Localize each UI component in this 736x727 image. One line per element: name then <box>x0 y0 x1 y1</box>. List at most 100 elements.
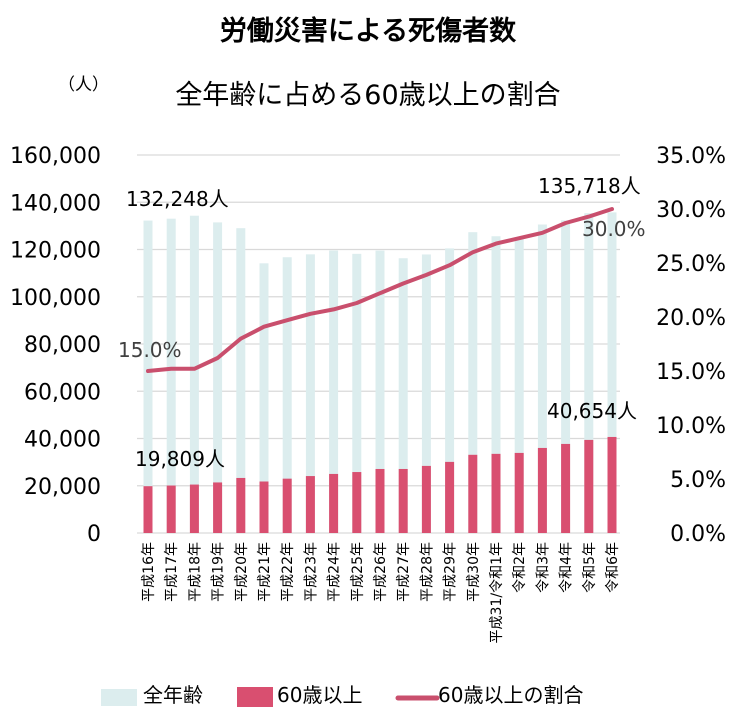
x-tick-label: 平成27年 <box>396 542 412 602</box>
x-tick-label: 平成31/令和1年 <box>489 542 505 643</box>
x-tick-label: 平成25年 <box>350 542 366 602</box>
legend: 全年齢 60歳以上 60歳以上の割合 <box>101 683 583 707</box>
left-tick-label: 160,000 <box>10 144 101 169</box>
bar-60-plus <box>189 484 199 533</box>
left-tick-label: 140,000 <box>10 191 101 216</box>
bar-all-ages <box>213 222 223 533</box>
bar-60-plus <box>352 472 362 533</box>
bar-60-plus <box>375 468 385 533</box>
x-tick-label: 平成18年 <box>187 542 203 602</box>
legend-label-60-plus: 60歳以上 <box>277 683 362 707</box>
right-tick-label: 20.0% <box>656 306 726 331</box>
bar-60-plus <box>329 473 339 533</box>
x-tick-label: 令和3年 <box>535 542 551 593</box>
bar-60-plus <box>282 478 292 533</box>
bar-60-plus <box>561 443 571 533</box>
series-60-plus-ratio <box>146 207 614 373</box>
bar-all-ages <box>491 236 501 533</box>
bar-all-ages <box>375 250 385 533</box>
left-axis-unit: （人） <box>58 75 109 95</box>
bar-all-ages <box>189 215 199 533</box>
x-tick-label: 平成20年 <box>234 542 250 602</box>
right-tick-label: 0.0% <box>670 522 726 547</box>
bar-60-plus <box>398 468 408 533</box>
right-tick-label: 30.0% <box>656 198 726 223</box>
bar-all-ages <box>398 258 408 533</box>
bar-60-plus <box>537 447 547 533</box>
bar-all-ages <box>421 254 431 533</box>
right-axis: 0.0% 5.0% 10.0% 15.0% 20.0% 25.0% 30.0% 35.0% <box>656 144 726 547</box>
right-tick-label: 5.0% <box>670 468 726 493</box>
annotation-last-ratio: 30.0% <box>582 217 646 241</box>
annotation-last-60: 40,654人 <box>547 399 637 423</box>
legend-swatch-all-ages <box>101 689 137 706</box>
legend-swatch-60-plus <box>237 687 273 707</box>
x-tick-label: 平成21年 <box>257 542 273 602</box>
bar-all-ages <box>143 220 153 534</box>
x-tick-label: 平成28年 <box>419 542 435 602</box>
bar-60-plus <box>607 436 617 533</box>
left-tick-label: 100,000 <box>10 286 101 311</box>
left-tick-label: 60,000 <box>24 380 101 405</box>
right-tick-label: 35.0% <box>656 144 726 169</box>
bar-60-plus <box>491 453 501 533</box>
bar-60-plus <box>236 477 246 533</box>
bar-all-ages <box>607 212 617 534</box>
bar-all-ages <box>259 263 269 533</box>
bar-all-ages <box>445 248 455 533</box>
left-tick-label: 40,000 <box>24 428 101 453</box>
annotation-first-60: 19,809人 <box>135 447 225 471</box>
x-tick-label: 平成22年 <box>280 542 296 602</box>
bar-all-ages <box>329 250 339 533</box>
right-tick-label: 15.0% <box>656 360 726 385</box>
bar-60-plus <box>143 486 153 533</box>
left-axis: 0 20,000 40,000 60,000 80,000 100,000 120,000 1… <box>10 144 101 547</box>
x-tick-label: 平成23年 <box>303 542 319 602</box>
bar-60-plus <box>166 485 176 533</box>
annotation-last-total: 135,718人 <box>538 174 641 198</box>
bar-60-plus <box>259 481 269 533</box>
bar-all-ages <box>514 237 524 533</box>
right-tick-label: 10.0% <box>656 414 726 439</box>
bar-all-ages <box>352 253 362 534</box>
annotation-first-ratio: 15.0% <box>118 338 182 362</box>
bar-all-ages <box>537 224 547 533</box>
chart-subtitle: 全年齢に占める60歳以上の割合 <box>175 80 560 111</box>
x-tick-label: 平成19年 <box>211 542 227 602</box>
bar-all-ages <box>561 220 571 533</box>
x-tick-label: 令和6年 <box>605 542 621 593</box>
legend-label-ratio: 60歳以上の割合 <box>438 683 583 707</box>
x-tick-label: 令和5年 <box>582 542 598 593</box>
left-tick-label: 120,000 <box>10 239 101 264</box>
legend-label-all-ages: 全年齢 <box>143 683 203 707</box>
x-tick-label: 令和2年 <box>512 542 528 593</box>
bar-all-ages <box>282 257 292 533</box>
left-tick-label: 0 <box>87 522 101 547</box>
bar-all-ages <box>166 218 176 533</box>
annotation-first-total: 132,248人 <box>126 187 229 211</box>
bar-60-plus <box>305 476 315 533</box>
left-tick-label: 80,000 <box>24 333 101 358</box>
bar-60-plus <box>213 482 223 533</box>
x-tick-label: 平成17年 <box>164 542 180 602</box>
bar-60-plus <box>468 454 478 533</box>
right-tick-label: 25.0% <box>656 252 726 277</box>
bar-all-ages <box>236 228 246 533</box>
bar-all-ages <box>584 213 594 533</box>
series-60-plus <box>143 436 617 533</box>
bar-all-ages <box>305 254 315 533</box>
chart-title: 労働災害による死傷者数 <box>220 15 517 47</box>
x-tick-label: 平成29年 <box>443 542 459 602</box>
bar-all-ages <box>468 232 478 533</box>
bar-60-plus <box>445 461 455 533</box>
bar-60-plus <box>514 452 524 533</box>
x-axis: 平成16年 平成17年 平成18年 平成19年 平成20年 平成21年 平成22年 平成23年… <box>141 542 621 643</box>
x-tick-label: 令和4年 <box>559 542 575 593</box>
bar-60-plus <box>584 439 594 533</box>
bar-60-plus <box>421 465 431 533</box>
x-tick-label: 平成30年 <box>466 542 482 602</box>
x-tick-label: 平成16年 <box>141 542 157 602</box>
x-tick-label: 平成24年 <box>327 542 343 602</box>
left-tick-label: 20,000 <box>24 475 101 500</box>
